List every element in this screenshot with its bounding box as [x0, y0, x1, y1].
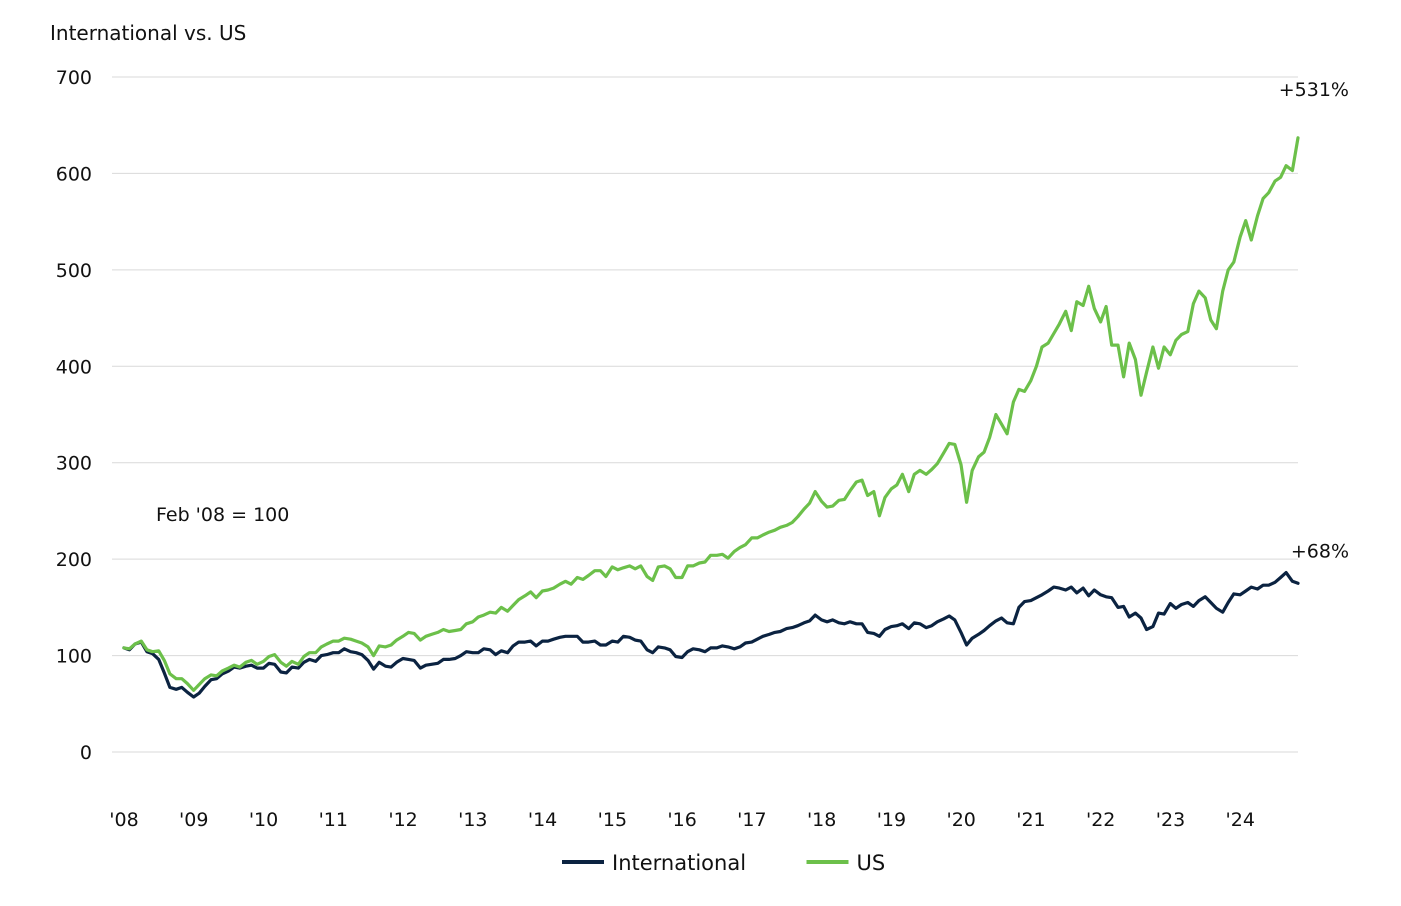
grid-lines — [112, 76, 1298, 753]
y-tick-label: 500 — [56, 260, 92, 282]
series-lines — [122, 136, 1300, 699]
x-tick-label: '24 — [1226, 809, 1255, 831]
x-tick-label: '23 — [1156, 809, 1185, 831]
x-axis-tick-labels: '08 '09 '10 '11 '12 '13 '14 '15 '16 '17 '18 '19 '20 '… — [109, 809, 1255, 831]
x-tick-label: '16 — [667, 809, 696, 831]
legend-label-international: International — [612, 851, 746, 875]
x-tick-label: '12 — [388, 809, 417, 831]
x-tick-label: '20 — [946, 809, 975, 831]
legend-label-us: US — [857, 851, 886, 875]
y-tick-label: 600 — [56, 163, 92, 185]
x-tick-label: '18 — [807, 809, 836, 831]
series-end-labels: +68% +531% — [1279, 79, 1349, 563]
x-tick-label: '14 — [528, 809, 557, 831]
y-tick-label: 100 — [56, 646, 92, 668]
end-label-us: +531% — [1279, 79, 1349, 101]
chart-title: International vs. US — [50, 21, 246, 45]
y-tick-label: 300 — [56, 453, 92, 475]
x-tick-label: '10 — [249, 809, 278, 831]
y-tick-label: 400 — [56, 356, 92, 378]
x-tick-label: '21 — [1016, 809, 1045, 831]
series-line-us — [122, 136, 1300, 692]
x-tick-label: '22 — [1086, 809, 1115, 831]
y-axis-tick-labels: 0 100 200 300 400 500 600 700 — [56, 67, 92, 764]
x-tick-label: '19 — [877, 809, 906, 831]
series-line-international — [122, 571, 1300, 699]
x-tick-label: '11 — [319, 809, 348, 831]
y-tick-label: 200 — [56, 549, 92, 571]
y-tick-label: 700 — [56, 67, 92, 89]
x-tick-label: '15 — [598, 809, 627, 831]
y-tick-label: 0 — [80, 742, 92, 764]
end-label-international: +68% — [1291, 540, 1349, 562]
x-tick-label: '13 — [458, 809, 487, 831]
legend: International US — [562, 851, 885, 875]
x-tick-label: '08 — [109, 809, 138, 831]
base-note: Feb '08 = 100 — [156, 504, 289, 526]
x-tick-label: '17 — [737, 809, 766, 831]
x-tick-label: '09 — [179, 809, 208, 831]
